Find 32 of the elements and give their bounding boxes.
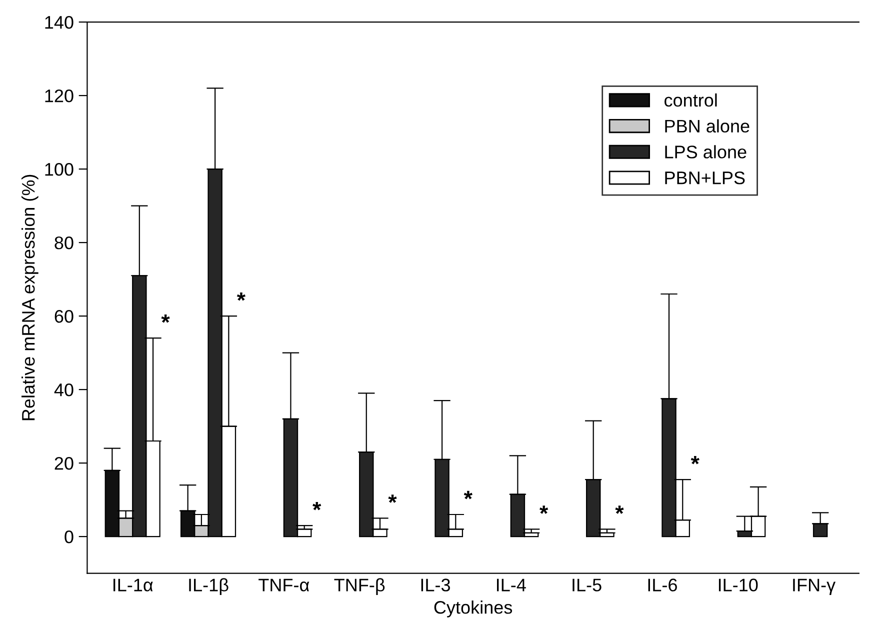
y-tick-label: 40 (54, 383, 74, 396)
y-tick-label: 140 (45, 16, 74, 29)
x-tick-label: IL-4 (497, 578, 526, 592)
annotation: * (312, 502, 322, 510)
annotation: * (540, 506, 548, 514)
annotation: * (161, 314, 170, 323)
y-tick-label: 120 (45, 89, 74, 102)
y-axis-title: Relative mRNA expression (%) (21, 174, 38, 420)
legend-label: LPS alone (665, 145, 746, 158)
y-tick-label: 60 (54, 310, 74, 323)
y-tick-label: 100 (45, 162, 74, 176)
annotation: * (690, 456, 700, 464)
x-tick-label: IL-5 (572, 578, 602, 592)
annotation: * (615, 506, 624, 514)
annotation: * (236, 292, 246, 301)
x-tick-label: IL-3 (421, 578, 450, 592)
x-tick-label: IL-10 (718, 578, 758, 592)
x-tick-label: IL-1β (189, 578, 228, 595)
x-tick-label: IL-1α (113, 578, 153, 592)
x-tick-label: IFN-γ (793, 578, 836, 595)
y-tick-label: 20 (54, 456, 74, 470)
legend-label: PBN alone (665, 119, 750, 133)
legend-label: PBN+LPS (665, 171, 745, 184)
annotation: * (388, 494, 397, 503)
x-axis-title: Cytokines (434, 600, 512, 618)
x-tick-label: TNF-α (258, 578, 310, 592)
y-tick-label: 80 (54, 236, 74, 250)
legend-label: control (664, 93, 717, 107)
x-tick-label: IL-6 (648, 578, 677, 592)
y-tick-label: 0 (64, 530, 74, 544)
annotation: * (464, 490, 472, 500)
x-tick-label: TNF-β (334, 578, 385, 595)
